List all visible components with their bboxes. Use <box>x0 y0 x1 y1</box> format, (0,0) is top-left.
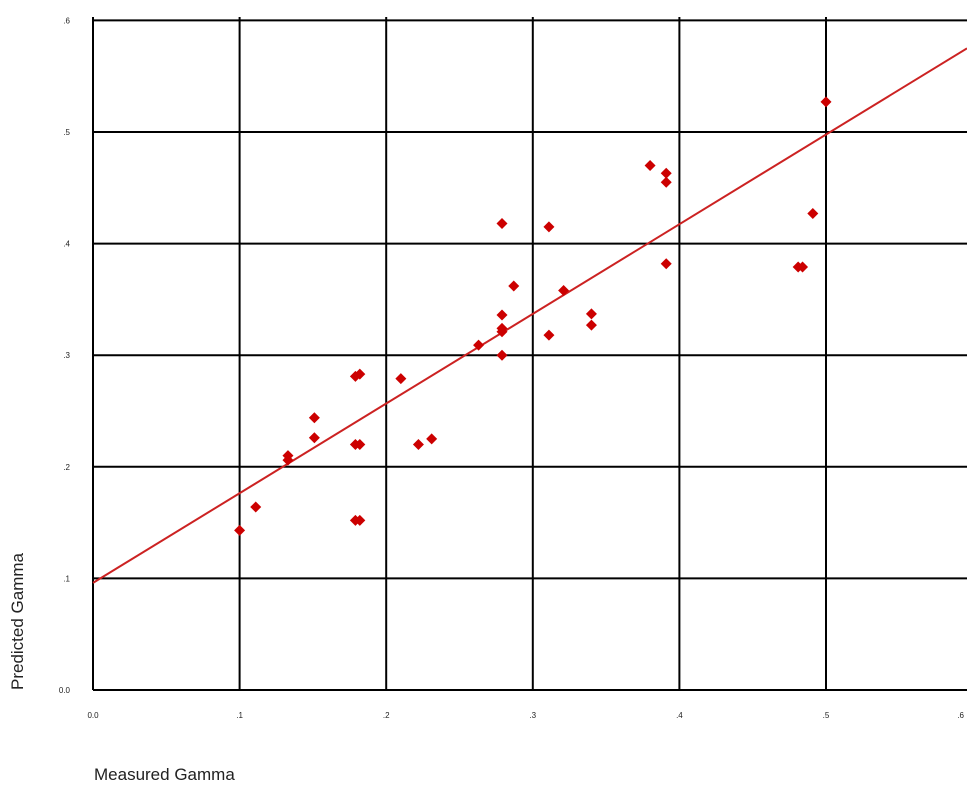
x-tick-label: .3 <box>529 711 536 720</box>
data-point <box>250 501 262 513</box>
x-axis-ticks: 0.0 .1 .2 .3 .4 .5 .6 <box>87 711 964 720</box>
y-tick-label: .3 <box>63 351 70 360</box>
data-point <box>354 438 366 450</box>
data-point <box>820 96 832 108</box>
data-point <box>354 368 366 380</box>
data-point <box>234 524 246 536</box>
data-point <box>496 218 508 230</box>
data-point <box>496 322 508 334</box>
y-tick-label: .5 <box>63 128 70 137</box>
data-point <box>496 309 508 321</box>
y-tick-label: .4 <box>63 240 70 249</box>
x-tick-label: 0.0 <box>87 711 99 720</box>
x-tick-label: .6 <box>957 711 964 720</box>
y-axis-label-text: Predicted Gamma <box>8 553 27 690</box>
data-point <box>496 349 508 361</box>
y-tick-label: .1 <box>63 574 70 583</box>
data-point <box>395 373 407 385</box>
x-tick-label: .5 <box>823 711 830 720</box>
x-tick-label: .1 <box>236 711 243 720</box>
data-points <box>234 96 832 536</box>
y-axis-ticks: .6 .5 .4 .3 .2 .1 0.0 <box>59 16 71 695</box>
data-point <box>660 167 672 179</box>
x-axis-label: Measured Gamma <box>94 765 235 784</box>
data-point <box>585 308 597 320</box>
y-tick-label: .6 <box>63 16 70 25</box>
data-point <box>543 329 555 341</box>
data-point <box>354 514 366 526</box>
y-tick-label: 0.0 <box>59 686 71 695</box>
data-point <box>412 438 424 450</box>
data-point <box>543 221 555 233</box>
y-tick-label: .2 <box>63 463 70 472</box>
regression-line <box>92 47 967 584</box>
x-tick-label: .4 <box>676 711 683 720</box>
data-point <box>308 412 320 424</box>
data-point <box>282 450 294 462</box>
data-point <box>473 339 485 351</box>
data-point <box>585 319 597 331</box>
data-point <box>797 261 809 273</box>
data-point <box>660 176 672 188</box>
data-point <box>426 433 438 445</box>
data-point <box>558 284 570 296</box>
grid <box>92 17 967 691</box>
x-tick-label: .2 <box>383 711 390 720</box>
data-point <box>660 258 672 270</box>
data-point <box>308 432 320 444</box>
regression-line-group <box>92 47 967 584</box>
data-point <box>644 159 656 171</box>
data-point <box>508 280 520 292</box>
data-point <box>807 207 819 219</box>
